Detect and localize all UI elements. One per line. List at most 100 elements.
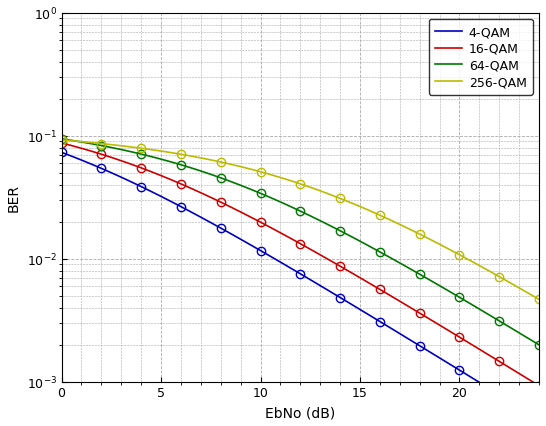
64-QAM [317,219,323,224]
64-QAM [188,166,194,171]
4-QAM [417,343,423,348]
4-QAM [516,404,523,409]
256-QAM [238,165,244,170]
16-QAM [217,200,224,205]
16-QAM [188,186,194,191]
4-QAM [158,194,164,199]
64-QAM [277,200,284,205]
64-QAM [128,150,134,155]
4-QAM [78,158,85,163]
64-QAM [506,325,513,330]
16-QAM [307,247,313,252]
64-QAM [168,160,174,165]
64-QAM [426,278,433,283]
64-QAM [118,148,124,153]
16-QAM [466,341,473,346]
256-QAM [88,141,94,146]
64-QAM [377,250,383,255]
4-QAM [396,331,403,337]
256-QAM [158,149,164,154]
16-QAM [446,329,453,334]
4-QAM [98,167,105,172]
4-QAM [357,307,363,312]
256-QAM [417,232,423,237]
16-QAM [396,299,403,304]
256-QAM [446,248,453,253]
Line: 256-QAM: 256-QAM [62,141,539,300]
4-QAM [387,325,393,330]
256-QAM [257,170,264,175]
256-QAM [496,274,502,279]
256-QAM [436,242,443,247]
16-QAM [118,159,124,164]
4-QAM [377,319,383,324]
4-QAM [347,301,353,306]
Y-axis label: BER: BER [7,184,21,212]
64-QAM [456,295,463,300]
4-QAM [128,180,134,185]
64-QAM [526,337,532,342]
64-QAM [436,283,443,288]
16-QAM [417,311,423,316]
64-QAM [516,331,523,336]
4-QAM [267,254,274,259]
16-QAM [177,182,184,187]
4-QAM [406,337,413,343]
4-QAM [456,368,463,373]
16-QAM [456,335,463,340]
256-QAM [98,142,105,147]
16-QAM [426,317,433,322]
16-QAM [168,178,174,183]
64-QAM [287,204,294,210]
64-QAM [108,146,115,151]
256-QAM [78,140,85,145]
16-QAM [198,191,204,196]
256-QAM [267,173,274,178]
X-axis label: EbNo (dB): EbNo (dB) [265,405,335,419]
4-QAM [118,175,124,180]
256-QAM [367,209,373,214]
256-QAM [536,297,542,302]
256-QAM [466,258,473,263]
4-QAM [446,362,453,367]
16-QAM [68,144,75,149]
256-QAM [357,204,363,210]
64-QAM [337,229,343,234]
16-QAM [297,242,304,247]
4-QAM [148,190,155,195]
4-QAM [327,289,334,294]
4-QAM [207,221,214,226]
16-QAM [367,281,373,286]
64-QAM [217,176,224,181]
4-QAM [536,417,542,422]
256-QAM [476,263,483,268]
64-QAM [138,152,145,157]
256-QAM [387,218,393,223]
16-QAM [506,365,513,370]
256-QAM [337,196,343,201]
16-QAM [138,166,145,171]
4-QAM [177,204,184,210]
64-QAM [466,301,473,306]
64-QAM [148,155,155,160]
256-QAM [406,227,413,232]
64-QAM [357,239,363,244]
4-QAM [317,283,323,288]
Line: 64-QAM: 64-QAM [62,140,539,345]
16-QAM [526,377,532,382]
256-QAM [118,144,124,149]
256-QAM [128,145,134,150]
64-QAM [228,179,234,184]
16-QAM [406,305,413,310]
16-QAM [317,253,323,258]
64-QAM [257,191,264,196]
16-QAM [78,147,85,152]
16-QAM [88,149,94,154]
4-QAM [58,150,65,155]
256-QAM [68,139,75,144]
4-QAM [108,171,115,176]
256-QAM [307,185,313,190]
16-QAM [327,258,334,263]
16-QAM [148,170,155,175]
256-QAM [317,189,323,194]
